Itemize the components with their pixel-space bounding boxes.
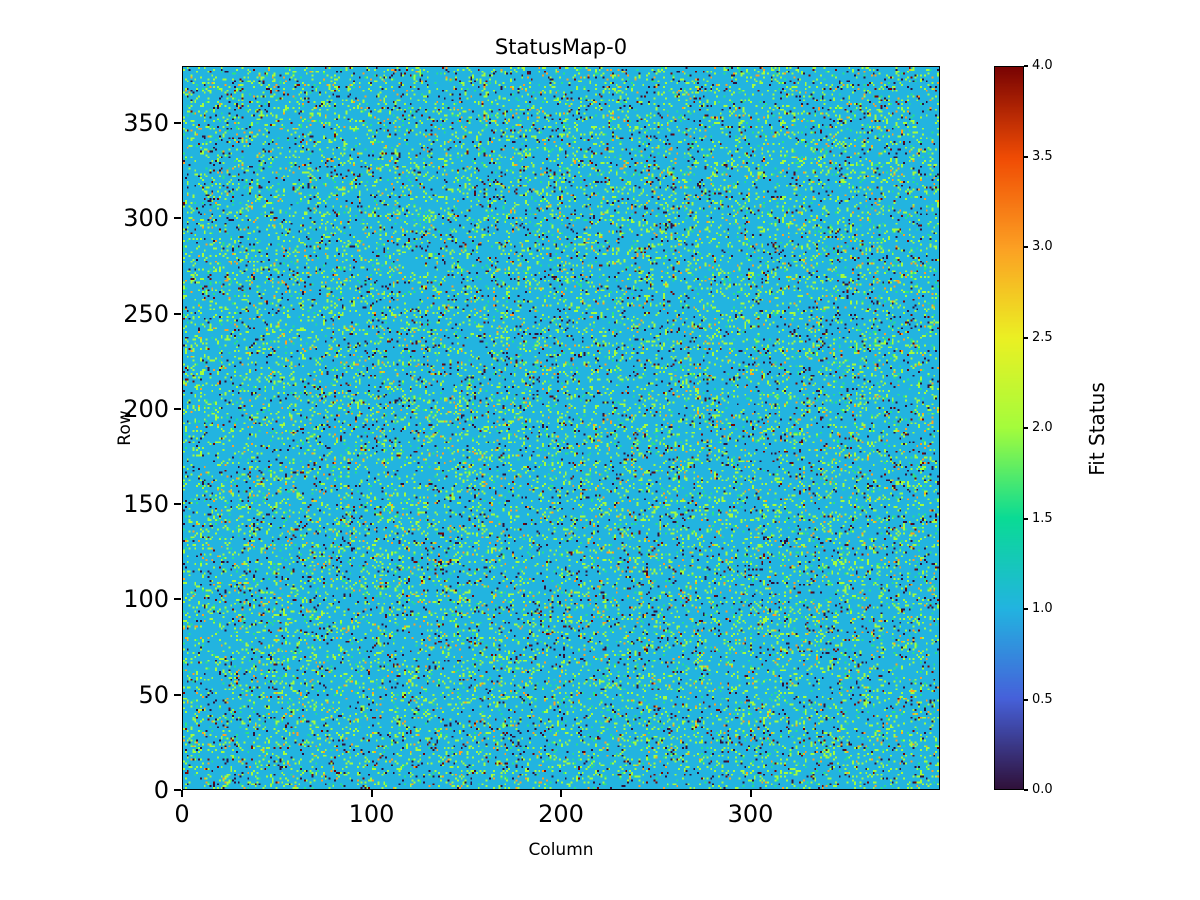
colorbar-tick-label: 2.0 bbox=[1032, 420, 1053, 435]
y-tick-label: 300 bbox=[123, 204, 169, 233]
colorbar-tick-mark bbox=[1024, 698, 1028, 701]
colorbar-tick-mark bbox=[1024, 608, 1028, 610]
y-tick-label: 250 bbox=[123, 299, 169, 328]
x-tick-mark bbox=[560, 790, 562, 797]
y-tick-label: 150 bbox=[123, 490, 169, 519]
colorbar-tick-mark bbox=[1024, 789, 1028, 791]
chart-title: StatusMap-0 bbox=[494, 35, 628, 59]
y-tick-mark bbox=[174, 407, 181, 410]
y-tick-mark bbox=[174, 598, 181, 601]
colorbar-tick-mark bbox=[1024, 246, 1028, 248]
y-tick-mark bbox=[174, 312, 181, 315]
y-tick-mark bbox=[174, 789, 181, 791]
x-tick-mark bbox=[749, 790, 752, 797]
plot-area bbox=[182, 66, 940, 790]
colorbar-tick-label: 3.5 bbox=[1032, 148, 1053, 164]
colorbar-tick-label: 0.0 bbox=[1032, 782, 1053, 797]
x-tick-label: 0 bbox=[174, 800, 190, 828]
y-tick-label: 100 bbox=[123, 585, 169, 614]
colorbar-label: Fit Status bbox=[1085, 382, 1109, 476]
y-tick-mark bbox=[174, 503, 181, 506]
y-tick-mark bbox=[174, 122, 181, 125]
colorbar-tick-label: 1.0 bbox=[1032, 601, 1053, 616]
colorbar-tick-mark bbox=[1024, 517, 1028, 520]
y-tick-mark bbox=[174, 693, 181, 696]
colorbar-tick-label: 2.5 bbox=[1032, 329, 1053, 345]
colorbar-tick-mark bbox=[1024, 65, 1028, 67]
x-tick-mark bbox=[181, 790, 183, 797]
x-tick-label: 100 bbox=[348, 800, 395, 828]
x-tick-mark bbox=[370, 790, 373, 797]
y-tick-mark bbox=[174, 217, 181, 220]
x-axis-label: Column bbox=[528, 840, 594, 860]
y-tick-label: 200 bbox=[123, 394, 169, 423]
colorbar-tick-mark bbox=[1024, 427, 1028, 429]
colorbar-canvas bbox=[995, 67, 1023, 789]
colorbar-tick-mark bbox=[1024, 336, 1028, 339]
colorbar-tick-label: 0.5 bbox=[1032, 691, 1053, 707]
colorbar-tick-label: 4.0 bbox=[1032, 58, 1053, 73]
x-tick-label: 300 bbox=[727, 800, 774, 828]
y-tick-label: 0 bbox=[153, 776, 169, 804]
y-tick-label: 350 bbox=[123, 109, 169, 138]
colorbar bbox=[994, 66, 1024, 790]
y-tick-label: 50 bbox=[138, 680, 169, 709]
colorbar-tick-mark bbox=[1024, 155, 1028, 158]
heatmap-canvas bbox=[183, 67, 939, 789]
colorbar-tick-label: 3.0 bbox=[1032, 239, 1053, 254]
colorbar-tick-label: 1.5 bbox=[1032, 510, 1053, 526]
x-tick-label: 200 bbox=[538, 800, 584, 828]
